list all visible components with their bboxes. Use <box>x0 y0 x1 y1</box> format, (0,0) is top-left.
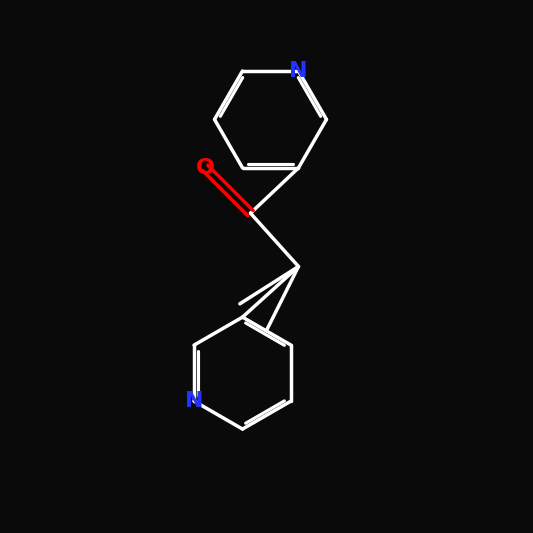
Text: N: N <box>289 61 308 81</box>
Text: O: O <box>196 158 215 178</box>
Text: N: N <box>185 391 203 411</box>
